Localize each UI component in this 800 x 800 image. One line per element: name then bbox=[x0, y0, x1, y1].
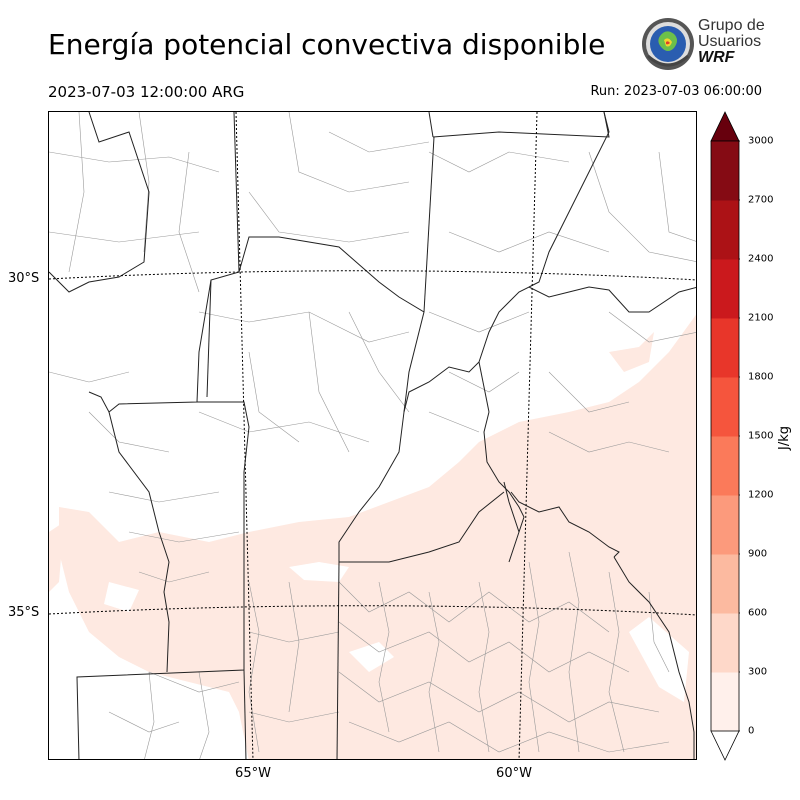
colorbar-tick-label: 3000 bbox=[748, 135, 774, 147]
colorbar-bin-0 bbox=[711, 672, 739, 732]
logo-line3: WRF bbox=[698, 49, 735, 66]
colorbar-tick-label: 2400 bbox=[748, 253, 774, 265]
lat-label-30s: 30°S bbox=[8, 271, 40, 286]
colorbar-tick-label: 2700 bbox=[748, 194, 774, 206]
colorbar-tick-label: 2100 bbox=[748, 312, 774, 324]
colorbar-unit-label: J/kg bbox=[777, 426, 792, 450]
map-canvas bbox=[49, 112, 696, 759]
colorbar-tick-label: 1200 bbox=[748, 489, 774, 501]
cape-holes bbox=[104, 562, 689, 752]
valid-time-label: 2023-07-03 12:00:00 ARG bbox=[48, 83, 245, 101]
globe-seal-icon bbox=[642, 18, 694, 70]
logo-line1: Grupo de bbox=[698, 17, 765, 34]
cape-shading bbox=[49, 314, 696, 759]
colorbar-tick-label: 1500 bbox=[748, 430, 774, 442]
colorbar-bin-5 bbox=[711, 377, 739, 437]
colorbar-bin-8 bbox=[711, 200, 739, 260]
grupo-usuarios-wrf-logo: Grupo de Usuarios WRF bbox=[640, 16, 765, 72]
colorbar-tick-label: 900 bbox=[748, 548, 768, 560]
colorbar-bin-4 bbox=[711, 436, 739, 496]
colorbar-graphic bbox=[710, 111, 743, 761]
province-boundaries bbox=[49, 112, 696, 759]
colorbar-tick-label: 1800 bbox=[748, 371, 774, 383]
graticule bbox=[49, 112, 696, 759]
colorbar bbox=[710, 111, 743, 761]
map-panel bbox=[48, 111, 697, 760]
colorbar-bin-1 bbox=[711, 613, 739, 673]
colorbar-tick-label: 600 bbox=[748, 607, 768, 619]
lat-label-35s: 35°S bbox=[8, 605, 40, 620]
colorbar-tick-label: 0 bbox=[748, 725, 755, 737]
colorbar-bin-3 bbox=[711, 495, 739, 555]
colorbar-bin-7 bbox=[711, 259, 739, 319]
colorbar-under-extension bbox=[710, 730, 740, 761]
lon-label-60w: 60°W bbox=[496, 766, 532, 781]
run-time-label: Run: 2023-07-03 06:00:00 bbox=[590, 84, 762, 99]
chart-title: Energía potencial convectiva disponible bbox=[48, 28, 606, 61]
colorbar-tick-label: 300 bbox=[748, 666, 768, 678]
colorbar-bin-2 bbox=[711, 554, 739, 614]
lon-label-65w: 65°W bbox=[235, 766, 271, 781]
colorbar-bin-9 bbox=[711, 141, 739, 201]
colorbar-bin-6 bbox=[711, 318, 739, 378]
logo-line2: Usuarios bbox=[698, 33, 762, 50]
department-boundaries bbox=[49, 112, 696, 759]
colorbar-over-extension bbox=[710, 111, 740, 142]
